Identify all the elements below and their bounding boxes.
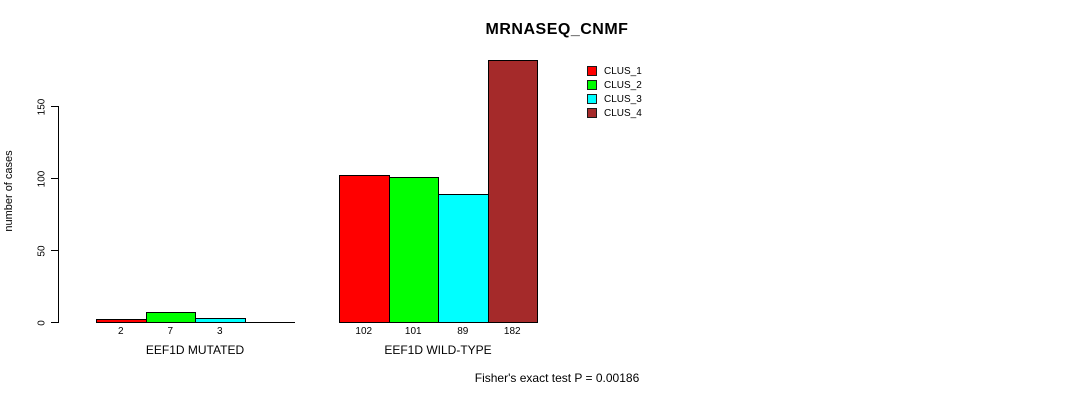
bar-clus_4-group1 <box>245 322 295 323</box>
legend-label: CLUS_1 <box>604 65 642 77</box>
x-axis-group-label: EEF1D WILD-TYPE <box>384 343 492 357</box>
bar-clus_2-group1 <box>146 312 196 323</box>
bar-clus_2-group2 <box>389 177 439 323</box>
legend-swatch-icon <box>587 66 597 76</box>
bar-clus_1-group2 <box>339 175 390 323</box>
y-axis-tick-label: 0 <box>36 319 48 326</box>
bar-clus_3-group1 <box>195 318 246 323</box>
legend-label: CLUS_2 <box>604 79 642 91</box>
legend-item-clus_2: CLUS_2 <box>587 78 642 92</box>
bar-value-label: 7 <box>167 326 174 337</box>
y-axis-tick-label: 150 <box>36 98 48 115</box>
x-axis-group-label: EEF1D MUTATED <box>145 343 245 357</box>
bar-value-label: 3 <box>216 326 223 337</box>
legend-label: CLUS_3 <box>604 93 642 105</box>
y-axis-tick-label: 100 <box>36 170 48 187</box>
chart-title: MRNASEQ_CNMF <box>485 21 629 38</box>
y-axis-tick <box>51 250 58 251</box>
y-axis-tick <box>51 322 58 323</box>
bar-clus_3-group2 <box>438 194 489 323</box>
annotation-text: Fisher's exact test P = 0.00186 <box>474 371 640 385</box>
y-axis-tick <box>51 106 58 107</box>
bar-value-label: 102 <box>355 326 373 337</box>
bar-clus_1-group1 <box>96 319 147 323</box>
y-axis-tick <box>51 178 58 179</box>
legend-swatch-icon <box>587 80 597 90</box>
legend-label: CLUS_4 <box>604 107 642 119</box>
legend-item-clus_3: CLUS_3 <box>587 92 642 106</box>
legend-item-clus_1: CLUS_1 <box>587 64 642 78</box>
bar-value-label: 182 <box>503 326 521 337</box>
bar-clus_4-group2 <box>488 60 538 323</box>
bar-value-label: 2 <box>117 326 124 337</box>
y-axis-line <box>58 106 59 323</box>
y-axis-tick-label: 50 <box>36 244 48 257</box>
legend-swatch-icon <box>587 94 597 104</box>
bar-value-label: 89 <box>457 326 469 337</box>
bar-value-label: 101 <box>404 326 422 337</box>
legend-swatch-icon <box>587 108 597 118</box>
legend: CLUS_1 CLUS_2 CLUS_3 CLUS_4 <box>587 64 642 120</box>
legend-item-clus_4: CLUS_4 <box>587 106 642 120</box>
